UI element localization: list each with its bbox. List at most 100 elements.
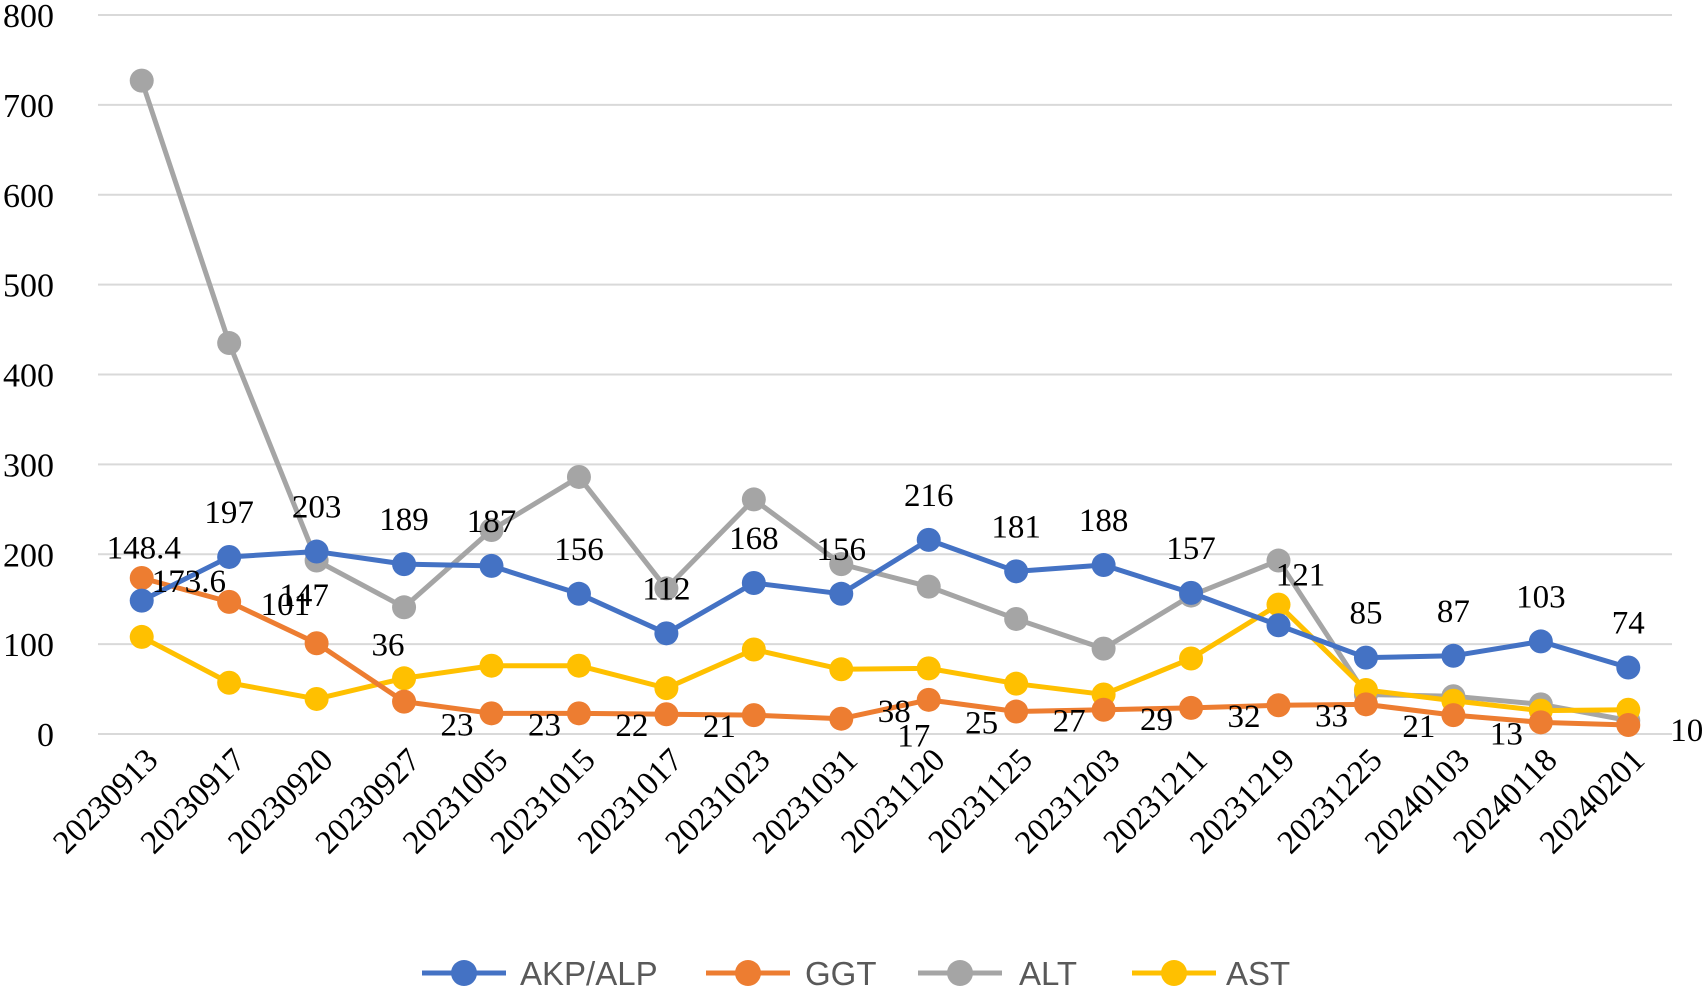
data-point	[1179, 646, 1204, 671]
data-label-akp-alp: 216	[904, 478, 954, 514]
data-label-akp-alp: 189	[379, 502, 429, 538]
data-point	[829, 581, 854, 606]
data-point	[1266, 613, 1291, 638]
legend-label: GGT	[805, 955, 877, 992]
legend-label: AST	[1226, 955, 1290, 992]
data-point	[1353, 645, 1378, 670]
series-ast	[129, 592, 1641, 723]
y-tick-label: 500	[3, 268, 54, 305]
data-point	[741, 637, 766, 662]
data-label-akp-alp: 85	[1349, 596, 1382, 632]
legend-marker	[1161, 960, 1187, 986]
legend-marker	[735, 960, 761, 986]
data-point	[1528, 710, 1553, 735]
y-tick-label: 100	[3, 627, 54, 664]
data-label-akp-alp: 87	[1437, 594, 1470, 630]
data-label-ggt: 10	[1670, 713, 1703, 749]
data-point	[566, 701, 591, 726]
x-axis-ticks: 2023091320230917202309202023092720231005…	[47, 742, 1652, 861]
data-point	[129, 68, 154, 93]
data-point	[1266, 548, 1291, 573]
data-point	[654, 621, 679, 646]
series-line	[139, 575, 1631, 728]
data-point	[1616, 713, 1641, 738]
data-label-ggt: 38	[878, 694, 911, 730]
series-akp-alp	[129, 527, 1641, 680]
data-point	[741, 703, 766, 728]
data-point	[654, 702, 679, 727]
data-label-ggt: 32	[1228, 699, 1261, 735]
data-label-akp-alp: 188	[1079, 503, 1129, 539]
legend-item-ggt[interactable]: GGT	[706, 955, 877, 992]
y-tick-label: 700	[3, 88, 54, 125]
data-point	[566, 464, 591, 489]
data-point	[829, 552, 854, 577]
data-label-akp-alp: 121	[1276, 557, 1326, 593]
data-label-akp-alp: 103	[1516, 579, 1566, 615]
data-labels: 148.4 197 203 189 187 156 112 168 156 216 181 188 15…	[107, 478, 1704, 755]
data-point	[217, 544, 242, 569]
data-point	[1266, 592, 1291, 617]
data-label-akp-alp: 156	[554, 532, 604, 568]
data-point	[1004, 699, 1029, 724]
data-point	[741, 571, 766, 596]
data-label-ggt: 173.6	[152, 564, 226, 600]
data-point	[479, 517, 504, 542]
legend-item-ast[interactable]: AST	[1132, 955, 1290, 992]
data-label-ggt: 13	[1490, 716, 1523, 752]
legend-label: ALT	[1019, 955, 1077, 992]
data-point	[1616, 655, 1641, 680]
legend-item-alt[interactable]: ALT	[918, 955, 1077, 992]
data-label-ggt: 21	[1402, 709, 1435, 745]
data-point	[1091, 553, 1116, 578]
data-point	[1353, 692, 1378, 717]
gridlines	[98, 14, 1672, 735]
data-label-akp-alp: 203	[292, 490, 342, 526]
data-label-akp-alp: 181	[991, 509, 1041, 545]
data-point	[479, 553, 504, 578]
data-point	[304, 631, 329, 656]
legend-item-akp-alp[interactable]: AKP/ALP	[422, 955, 658, 992]
data-label-ggt: 101	[261, 587, 311, 623]
data-point	[829, 657, 854, 682]
legend-label: AKP/ALP	[520, 955, 658, 992]
data-label-ggt: 21	[703, 709, 736, 745]
legend-marker	[451, 960, 477, 986]
data-point	[654, 676, 679, 701]
data-label-akp-alp: 187	[467, 504, 517, 540]
data-point	[392, 666, 417, 691]
data-point	[916, 574, 941, 599]
data-label-ggt: 147	[279, 578, 329, 614]
data-point	[1179, 580, 1204, 605]
data-point	[1091, 636, 1116, 661]
series-ggt	[129, 565, 1641, 738]
data-point	[392, 552, 417, 577]
data-label-akp-alp: 74	[1612, 605, 1645, 641]
data-label-ggt: 25	[965, 706, 998, 742]
data-point	[392, 595, 417, 620]
y-axis-ticks: 0 100 200 300 400 500 600 700 800	[3, 0, 54, 754]
data-point	[479, 701, 504, 726]
data-label-akp-alp: 168	[729, 521, 779, 557]
data-point	[1441, 643, 1466, 668]
data-point	[217, 589, 242, 614]
data-point	[1004, 606, 1029, 631]
series-group	[129, 68, 1641, 738]
data-point	[566, 581, 591, 606]
data-point	[654, 576, 679, 601]
series-line	[139, 602, 1631, 714]
y-tick-label: 400	[3, 358, 54, 395]
data-point	[1179, 695, 1204, 720]
y-tick-label: 600	[3, 178, 54, 215]
data-point	[1004, 559, 1029, 584]
data-label-akp-alp: 112	[642, 571, 690, 607]
data-label-ggt: 22	[615, 708, 648, 744]
data-point	[304, 539, 329, 564]
data-point	[829, 706, 854, 731]
data-label-ggt: 29	[1140, 702, 1173, 738]
data-point	[741, 487, 766, 512]
data-point	[479, 653, 504, 678]
data-point	[1004, 671, 1029, 696]
legend[interactable]: AKP/ALP GGT ALT AST	[422, 955, 1290, 992]
data-point	[1528, 629, 1553, 654]
